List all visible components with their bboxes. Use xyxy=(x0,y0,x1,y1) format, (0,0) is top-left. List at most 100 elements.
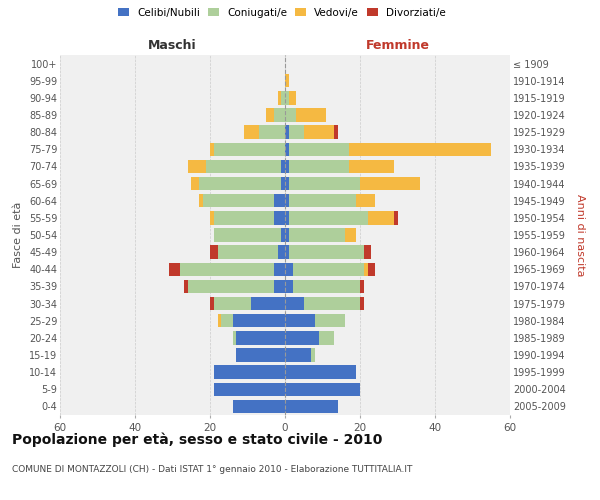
Bar xyxy=(233,400,285,413)
Bar xyxy=(210,297,214,310)
Bar xyxy=(345,228,356,241)
Bar xyxy=(281,91,285,104)
Text: COMUNE DI MONTAZZOLI (CH) - Dati ISTAT 1° gennaio 2010 - Elaborazione TUTTITALIA: COMUNE DI MONTAZZOLI (CH) - Dati ISTAT 1… xyxy=(12,465,412,474)
Bar xyxy=(285,211,289,224)
Bar xyxy=(367,262,375,276)
Bar xyxy=(214,297,251,310)
Bar xyxy=(356,194,375,207)
Bar xyxy=(367,211,394,224)
Bar xyxy=(277,246,285,259)
Bar xyxy=(349,160,394,173)
Bar xyxy=(214,382,285,396)
Bar xyxy=(296,108,326,122)
Bar xyxy=(285,74,289,88)
Bar xyxy=(274,262,285,276)
Bar xyxy=(289,228,345,241)
Bar xyxy=(221,314,233,328)
Bar xyxy=(214,211,274,224)
Bar xyxy=(319,331,334,344)
Bar xyxy=(289,194,356,207)
Bar xyxy=(180,262,274,276)
Bar xyxy=(285,280,293,293)
Y-axis label: Anni di nascita: Anni di nascita xyxy=(575,194,585,276)
Bar xyxy=(360,177,420,190)
Bar xyxy=(233,314,285,328)
Bar xyxy=(364,246,371,259)
Bar xyxy=(244,126,259,139)
Bar xyxy=(169,262,180,276)
Bar xyxy=(187,280,274,293)
Bar xyxy=(304,126,334,139)
Bar xyxy=(191,177,199,190)
Bar xyxy=(285,142,289,156)
Bar xyxy=(199,177,281,190)
Bar xyxy=(259,126,285,139)
Bar xyxy=(285,126,289,139)
Bar xyxy=(289,91,296,104)
Bar xyxy=(394,211,398,224)
Bar xyxy=(236,331,285,344)
Text: Femmine: Femmine xyxy=(365,38,430,52)
Bar xyxy=(285,108,296,122)
Bar xyxy=(233,331,236,344)
Bar xyxy=(285,177,289,190)
Bar xyxy=(274,108,285,122)
Bar xyxy=(274,211,285,224)
Bar xyxy=(349,142,491,156)
Bar xyxy=(281,160,285,173)
Bar xyxy=(214,228,281,241)
Bar xyxy=(315,314,345,328)
Bar xyxy=(285,228,289,241)
Bar xyxy=(266,108,274,122)
Bar xyxy=(289,126,304,139)
Bar xyxy=(285,160,289,173)
Bar xyxy=(293,280,360,293)
Bar xyxy=(285,262,293,276)
Bar xyxy=(285,91,289,104)
Bar xyxy=(251,297,285,310)
Bar xyxy=(277,91,281,104)
Bar xyxy=(236,348,285,362)
Bar xyxy=(289,246,364,259)
Bar xyxy=(210,211,214,224)
Bar xyxy=(289,177,360,190)
Bar xyxy=(360,280,364,293)
Bar xyxy=(274,194,285,207)
Bar xyxy=(206,160,281,173)
Bar xyxy=(184,280,187,293)
Bar xyxy=(214,142,285,156)
Bar xyxy=(293,262,364,276)
Bar xyxy=(203,194,274,207)
Bar xyxy=(281,177,285,190)
Bar xyxy=(285,400,337,413)
Bar xyxy=(285,314,315,328)
Bar xyxy=(214,366,285,379)
Bar xyxy=(285,246,289,259)
Bar xyxy=(364,262,367,276)
Bar xyxy=(289,211,367,224)
Legend: Celibi/Nubili, Coniugati/e, Vedovi/e, Divorziati/e: Celibi/Nubili, Coniugati/e, Vedovi/e, Di… xyxy=(118,8,446,18)
Text: Popolazione per età, sesso e stato civile - 2010: Popolazione per età, sesso e stato civil… xyxy=(12,432,382,447)
Bar xyxy=(289,160,349,173)
Bar xyxy=(187,160,206,173)
Bar xyxy=(210,142,214,156)
Bar xyxy=(285,348,311,362)
Bar xyxy=(274,280,285,293)
Bar xyxy=(218,314,221,328)
Bar xyxy=(210,246,218,259)
Bar xyxy=(285,194,289,207)
Y-axis label: Fasce di età: Fasce di età xyxy=(13,202,23,268)
Text: Maschi: Maschi xyxy=(148,38,197,52)
Bar xyxy=(285,382,360,396)
Bar xyxy=(334,126,337,139)
Bar xyxy=(304,297,360,310)
Bar xyxy=(199,194,203,207)
Bar xyxy=(285,366,356,379)
Bar xyxy=(285,331,319,344)
Bar xyxy=(281,228,285,241)
Bar xyxy=(360,297,364,310)
Bar xyxy=(218,246,277,259)
Bar xyxy=(311,348,315,362)
Bar xyxy=(285,297,304,310)
Bar xyxy=(289,142,349,156)
